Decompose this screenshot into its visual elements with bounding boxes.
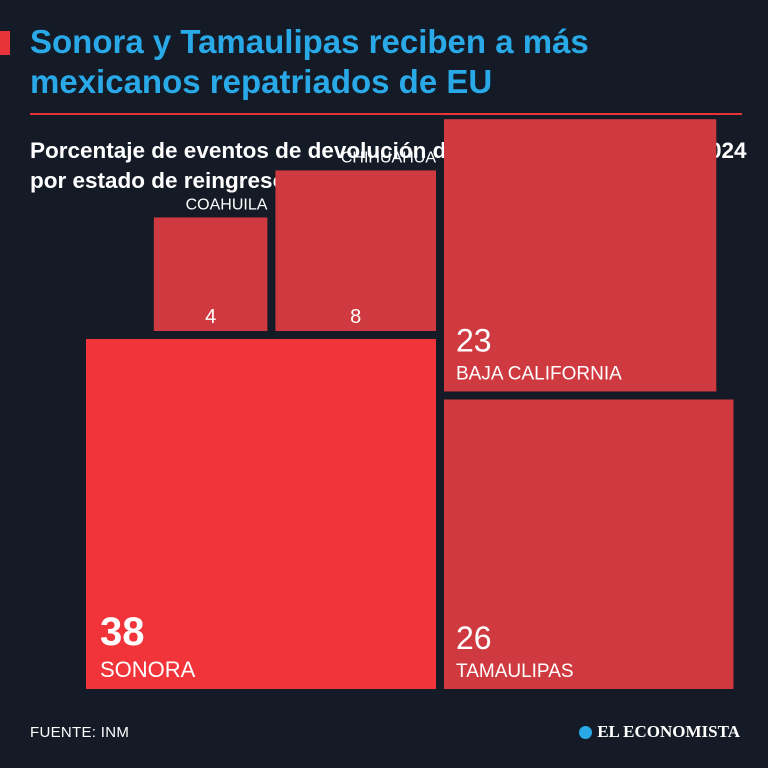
tile-chihuahua [275, 170, 436, 331]
name-label-baja-california: BAJA CALIFORNIA [456, 363, 622, 384]
publisher-logo: EL ECONOMISTA [579, 722, 740, 742]
title-accent-bar [0, 31, 10, 55]
tile-coahuila [153, 217, 268, 331]
value-label-baja-california: 23 [456, 322, 492, 358]
value-label-sonora: 38 [100, 610, 145, 654]
tile-sonora [86, 339, 436, 689]
name-label-coahuila: COAHUILA [186, 196, 268, 213]
chart-title: Sonora y Tamaulipas reciben a más mexica… [30, 23, 589, 100]
name-label-tamaulipas: TAMAULIPAS [456, 661, 574, 682]
logo-icon [579, 725, 593, 739]
name-label-chihuahua: CHIHUAHUA [341, 149, 436, 166]
source-note: FUENTE: INM [30, 724, 130, 741]
value-label-coahuila: 4 [205, 306, 216, 328]
tile-tamaulipas [444, 399, 734, 689]
title-divider [30, 113, 742, 115]
value-label-tamaulipas: 26 [456, 620, 492, 656]
value-label-chihuahua: 8 [350, 306, 361, 328]
logo-text: EL ECONOMISTA [597, 722, 740, 741]
tile-baja-california [444, 119, 717, 392]
name-label-sonora: SONORA [100, 657, 196, 682]
